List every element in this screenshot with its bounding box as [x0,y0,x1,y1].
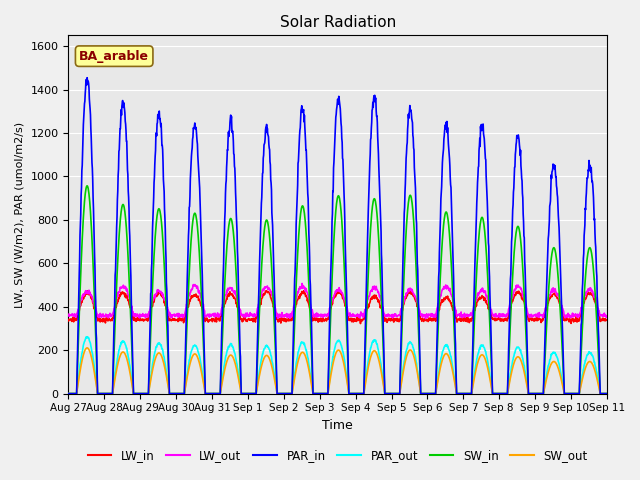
Legend: LW_in, LW_out, PAR_in, PAR_out, SW_in, SW_out: LW_in, LW_out, PAR_in, PAR_out, SW_in, S… [83,444,593,467]
Y-axis label: LW, SW (W/m2), PAR (umol/m2/s): LW, SW (W/m2), PAR (umol/m2/s) [15,121,25,308]
Text: BA_arable: BA_arable [79,49,149,63]
X-axis label: Time: Time [323,419,353,432]
Title: Solar Radiation: Solar Radiation [280,15,396,30]
